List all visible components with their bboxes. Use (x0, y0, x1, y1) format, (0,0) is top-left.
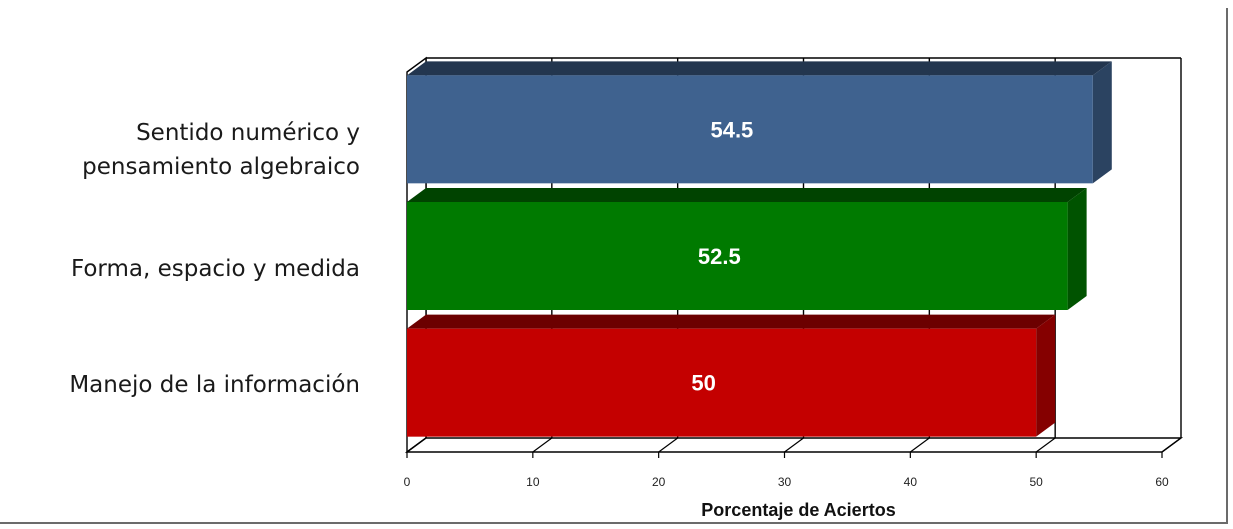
x-axis-title: Porcentaje de Aciertos (701, 500, 895, 520)
category-label-manejo: Manejo de la información (69, 372, 360, 398)
bar-front-face-1 (407, 202, 1068, 310)
data-label-1: 52.5 (698, 244, 741, 269)
tick-label-0: 0 (404, 475, 411, 489)
floor-tick-40 (909, 437, 930, 453)
bar-2 (407, 314, 1056, 437)
bar-0 (407, 61, 1112, 184)
frame-right-border (1226, 8, 1228, 524)
tick-label-40: 40 (904, 475, 918, 489)
data-label-2: 50 (691, 371, 715, 396)
bar-front-face-0 (407, 75, 1093, 184)
tick-label-50: 50 (1029, 475, 1043, 489)
floor-tick-60 (1161, 437, 1182, 453)
bar-end-face-0 (1092, 61, 1112, 184)
tick-label-30: 30 (778, 475, 792, 489)
floor-tick-30 (784, 437, 804, 453)
frame-bottom-border (0, 522, 1228, 524)
floor-tick-10 (532, 437, 553, 453)
bar-front-face-2 (407, 328, 1037, 437)
tick-label-20: 20 (652, 475, 666, 489)
floor-tick-20 (658, 437, 679, 453)
floor-tick-0 (406, 437, 427, 453)
tick-label-10: 10 (526, 475, 540, 489)
bar-top-face-1 (407, 188, 1087, 202)
bar-1 (407, 188, 1087, 310)
bar-top-face-2 (407, 314, 1056, 329)
bar-end-face-1 (1067, 188, 1087, 310)
tick-label-60: 60 (1155, 475, 1169, 489)
category-label-forma: Forma, espacio y medida (70, 256, 360, 282)
floor-tick-50 (1035, 437, 1056, 453)
bar-top-face-0 (407, 61, 1112, 76)
data-label-0: 54.5 (710, 117, 753, 142)
category-label-sentido: Sentido numérico y pensamiento algebraic… (82, 120, 360, 180)
bar-end-face-2 (1036, 314, 1056, 437)
